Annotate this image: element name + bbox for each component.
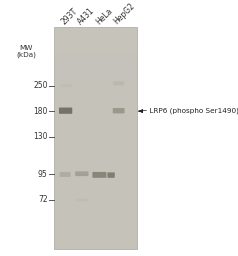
FancyBboxPatch shape [76, 199, 88, 201]
Text: 293T: 293T [59, 6, 79, 26]
Bar [54, 27, 137, 55]
Text: 95: 95 [38, 170, 48, 179]
Bar [54, 221, 137, 249]
Text: 250: 250 [33, 81, 48, 90]
FancyBboxPatch shape [113, 81, 124, 86]
Text: ← LRP6 (phospho Ser1490): ← LRP6 (phospho Ser1490) [141, 108, 238, 114]
FancyBboxPatch shape [107, 172, 115, 178]
Bar [54, 166, 137, 193]
FancyBboxPatch shape [113, 108, 124, 113]
Text: HeLa: HeLa [94, 6, 114, 26]
FancyBboxPatch shape [92, 172, 106, 178]
Text: 130: 130 [33, 132, 48, 141]
Text: A431: A431 [76, 6, 96, 26]
Bar [54, 27, 137, 249]
FancyBboxPatch shape [60, 172, 70, 177]
Bar [54, 55, 137, 82]
Bar [54, 82, 137, 110]
Text: 180: 180 [33, 107, 48, 116]
Bar [54, 193, 137, 221]
Text: MW
(kDa): MW (kDa) [16, 45, 36, 58]
FancyBboxPatch shape [61, 84, 72, 87]
Bar [54, 110, 137, 138]
Text: HepG2: HepG2 [112, 2, 137, 26]
Bar [54, 138, 137, 166]
FancyBboxPatch shape [75, 171, 89, 176]
FancyBboxPatch shape [59, 108, 72, 114]
Text: 72: 72 [38, 196, 48, 205]
